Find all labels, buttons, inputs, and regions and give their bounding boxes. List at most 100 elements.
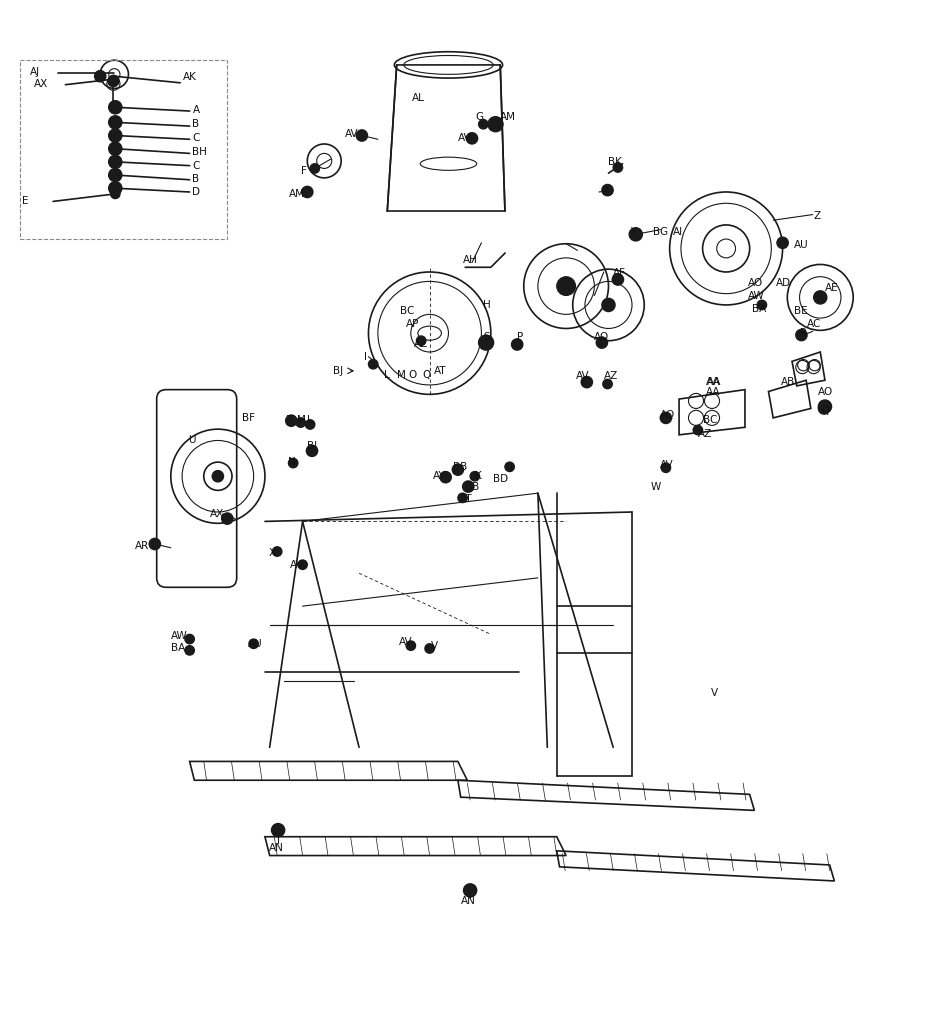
Text: X: X — [269, 549, 276, 558]
Circle shape — [470, 471, 480, 481]
Circle shape — [306, 420, 314, 429]
Text: Y: Y — [631, 227, 636, 238]
Text: G: G — [476, 112, 484, 122]
Circle shape — [212, 471, 224, 482]
Text: A: A — [193, 105, 199, 115]
Text: BF: BF — [243, 413, 255, 423]
Text: BK: BK — [609, 157, 622, 167]
Text: AD: AD — [776, 279, 791, 289]
Text: AV: AV — [398, 637, 413, 647]
Text: U: U — [188, 435, 195, 445]
Text: BB: BB — [465, 481, 480, 492]
Circle shape — [109, 100, 122, 114]
Text: P: P — [517, 332, 523, 342]
Text: AU: AU — [794, 240, 808, 250]
Text: AO: AO — [595, 332, 610, 342]
Circle shape — [452, 464, 464, 475]
Circle shape — [368, 359, 378, 369]
Text: O: O — [408, 370, 416, 380]
Text: AT: AT — [434, 366, 447, 376]
Circle shape — [425, 644, 434, 653]
Circle shape — [296, 418, 306, 427]
Circle shape — [311, 164, 319, 173]
Text: C: C — [193, 133, 200, 143]
Text: BA: BA — [171, 643, 185, 653]
Text: BA: BA — [752, 304, 767, 313]
Text: Q: Q — [422, 370, 430, 380]
Text: AZ: AZ — [413, 340, 428, 349]
Text: BB: BB — [453, 462, 467, 472]
Text: M: M — [297, 415, 306, 425]
Text: AA: AA — [707, 377, 722, 387]
Circle shape — [109, 116, 122, 129]
Text: AQ: AQ — [660, 410, 676, 420]
Text: BD: BD — [493, 474, 508, 484]
Text: AH: AH — [463, 255, 478, 265]
Circle shape — [109, 129, 122, 142]
Circle shape — [302, 186, 312, 198]
Circle shape — [613, 273, 624, 285]
Text: AC: AC — [807, 318, 821, 329]
Text: W: W — [650, 481, 661, 492]
Text: BJ: BJ — [332, 366, 343, 376]
Circle shape — [582, 377, 593, 388]
Text: AJ: AJ — [29, 68, 40, 78]
Circle shape — [109, 156, 122, 169]
Text: AA: AA — [705, 377, 720, 387]
Circle shape — [406, 641, 415, 650]
Text: AO: AO — [818, 386, 834, 396]
Text: L: L — [308, 415, 313, 425]
Text: AV: AV — [576, 372, 589, 382]
Text: BG: BG — [652, 227, 667, 238]
Circle shape — [757, 300, 767, 309]
Circle shape — [661, 463, 670, 472]
Circle shape — [814, 291, 827, 304]
Text: AP: AP — [406, 318, 419, 329]
Text: BC: BC — [702, 415, 717, 425]
Circle shape — [512, 339, 523, 350]
Text: R: R — [800, 328, 807, 338]
Circle shape — [464, 884, 477, 897]
Text: AX: AX — [34, 79, 48, 89]
Circle shape — [796, 330, 807, 341]
Text: AV: AV — [345, 129, 359, 138]
Text: AM: AM — [289, 188, 305, 199]
Circle shape — [479, 335, 494, 350]
Text: AO: AO — [748, 279, 763, 289]
Circle shape — [818, 402, 830, 414]
Text: AV: AV — [660, 460, 674, 470]
Circle shape — [440, 471, 451, 483]
Circle shape — [416, 336, 426, 345]
Text: AB: AB — [781, 377, 795, 387]
Text: L: L — [384, 370, 390, 380]
Circle shape — [818, 400, 832, 413]
Circle shape — [249, 639, 259, 648]
Text: AV: AV — [291, 560, 304, 569]
Text: AW: AW — [171, 631, 188, 641]
Circle shape — [597, 337, 608, 348]
Text: K: K — [475, 471, 481, 481]
Text: B: B — [193, 119, 199, 129]
Circle shape — [602, 184, 614, 196]
Text: AN: AN — [269, 843, 283, 853]
Text: R: R — [602, 187, 609, 197]
Circle shape — [614, 163, 623, 172]
Text: H: H — [483, 300, 491, 310]
Text: AU: AU — [248, 639, 262, 649]
Circle shape — [286, 415, 297, 426]
Text: S: S — [483, 332, 490, 342]
Circle shape — [289, 459, 298, 468]
Circle shape — [272, 823, 285, 837]
Text: AA: AA — [705, 386, 720, 396]
Circle shape — [603, 379, 613, 389]
Text: B: B — [193, 174, 199, 183]
Text: AM: AM — [500, 112, 516, 122]
Circle shape — [557, 276, 576, 296]
Circle shape — [693, 425, 702, 435]
Text: J: J — [510, 462, 513, 472]
Text: AW: AW — [748, 291, 765, 300]
Text: AY: AY — [432, 471, 445, 481]
Text: AX: AX — [211, 509, 225, 519]
Circle shape — [458, 494, 467, 503]
Text: AR: AR — [135, 541, 149, 551]
